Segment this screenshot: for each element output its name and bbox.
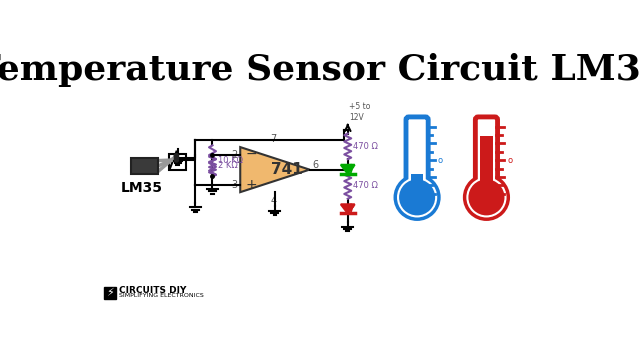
Text: SIMPLIFYING ELECTRONICS: SIMPLIFYING ELECTRONICS: [119, 293, 204, 298]
FancyBboxPatch shape: [476, 117, 497, 202]
Text: 3: 3: [231, 180, 237, 190]
Circle shape: [397, 177, 437, 217]
Circle shape: [211, 154, 214, 157]
Text: 6: 6: [312, 161, 319, 171]
Text: CIRCUITS DIY: CIRCUITS DIY: [119, 286, 186, 295]
FancyBboxPatch shape: [406, 117, 428, 202]
Text: ⚡: ⚡: [106, 288, 114, 298]
Text: +: +: [246, 178, 257, 192]
Bar: [480, 136, 493, 197]
Text: 2: 2: [231, 150, 237, 161]
Text: 10 KΩ: 10 KΩ: [218, 157, 243, 166]
Polygon shape: [341, 204, 355, 213]
Bar: [411, 175, 423, 197]
Circle shape: [464, 175, 509, 220]
Circle shape: [399, 179, 435, 215]
Text: 2 KΩ: 2 KΩ: [218, 161, 238, 170]
Bar: [104, 287, 116, 299]
Text: 470 Ω: 470 Ω: [353, 142, 378, 151]
Circle shape: [174, 154, 179, 158]
Circle shape: [174, 158, 179, 162]
Text: 470 Ω: 470 Ω: [353, 181, 378, 190]
Bar: [170, 154, 186, 170]
Circle shape: [174, 156, 179, 160]
Text: o: o: [438, 156, 443, 165]
Text: LM35: LM35: [121, 181, 163, 195]
Text: +5 to
12V: +5 to 12V: [349, 102, 371, 122]
Text: Temperature Sensor Circuit LM35: Temperature Sensor Circuit LM35: [0, 53, 640, 87]
Polygon shape: [341, 165, 355, 174]
Text: 4: 4: [271, 195, 276, 206]
Circle shape: [468, 179, 504, 215]
Text: 741: 741: [271, 162, 302, 177]
Circle shape: [211, 175, 214, 178]
Text: 7: 7: [271, 134, 276, 144]
Text: o: o: [508, 156, 513, 165]
Polygon shape: [131, 158, 157, 175]
Polygon shape: [240, 147, 310, 192]
Circle shape: [467, 177, 507, 217]
Text: −: −: [246, 147, 257, 161]
Circle shape: [395, 175, 439, 220]
